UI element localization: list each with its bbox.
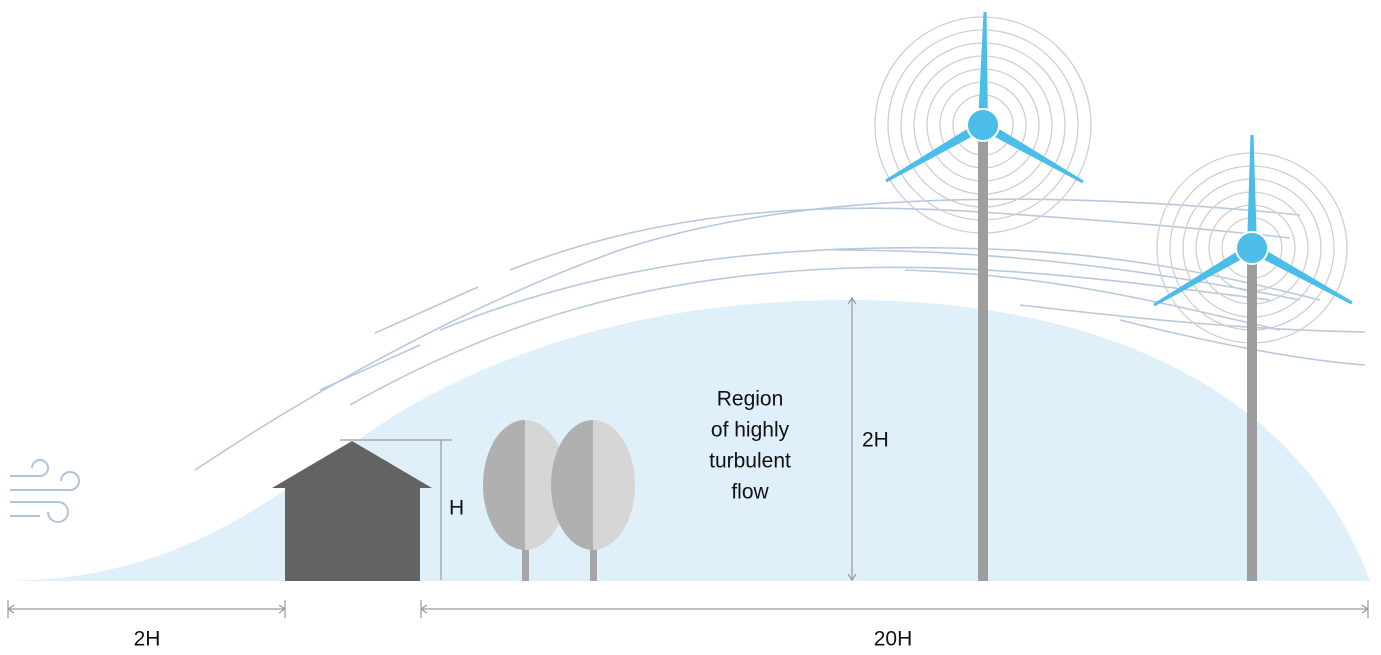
region-line: flow — [731, 481, 769, 504]
blade — [885, 120, 986, 183]
turbulent-region — [10, 300, 1370, 581]
region-line: of highly — [711, 419, 790, 442]
blade — [1153, 243, 1255, 307]
trees — [483, 420, 635, 581]
region-line: turbulent — [709, 450, 791, 473]
blade — [978, 11, 988, 126]
region-line: Region — [717, 388, 784, 411]
downwind-label: 20H — [874, 628, 913, 651]
hub — [966, 108, 1000, 142]
downwind-dimension — [420, 600, 1369, 618]
tower — [1247, 248, 1257, 581]
zone-height-label: 2H — [862, 429, 889, 452]
region-label: Region of highly turbulent flow — [709, 388, 791, 504]
zone-height-arrows — [847, 296, 857, 582]
blade — [1249, 243, 1353, 305]
hub — [1235, 231, 1269, 265]
blade — [980, 120, 1084, 184]
upwind-dimension — [7, 600, 286, 618]
wind-lines — [194, 198, 1366, 471]
wind-icon — [10, 459, 80, 523]
tower — [978, 125, 988, 581]
upwind-label: 2H — [134, 628, 161, 651]
building-height-label: H — [449, 497, 464, 520]
house — [272, 441, 432, 581]
blade — [1247, 135, 1257, 248]
turbines — [874, 11, 1353, 581]
